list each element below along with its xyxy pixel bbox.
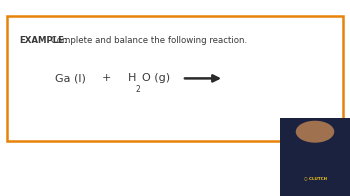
- Text: EXAMPLE:: EXAMPLE:: [19, 36, 68, 45]
- FancyBboxPatch shape: [7, 16, 343, 141]
- Text: Ga (l): Ga (l): [55, 73, 85, 83]
- Text: Complete and balance the following reaction.: Complete and balance the following react…: [48, 36, 247, 45]
- Text: ○ CLUTCH: ○ CLUTCH: [303, 177, 327, 181]
- Text: O (g): O (g): [142, 73, 170, 83]
- Text: +: +: [102, 73, 111, 83]
- Text: 2: 2: [135, 85, 140, 94]
- Text: H: H: [128, 73, 136, 83]
- Ellipse shape: [296, 121, 334, 143]
- Bar: [280, 118, 350, 196]
